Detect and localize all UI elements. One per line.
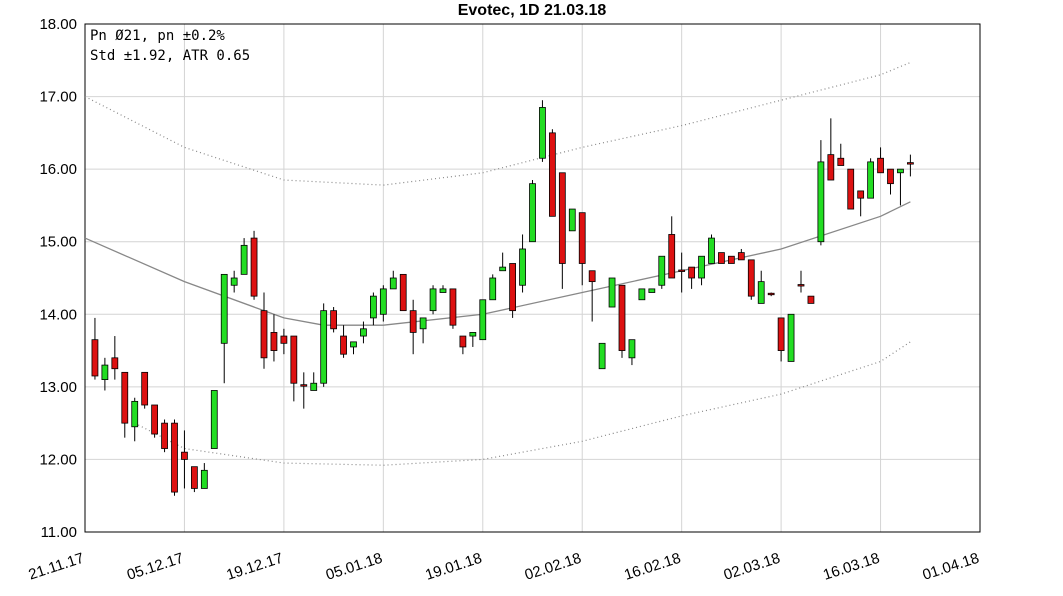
y-tick-label: 17.00: [39, 89, 77, 106]
candle-body: [628, 339, 636, 359]
y-tick-label: 13.00: [39, 379, 77, 396]
candle-body: [419, 317, 427, 330]
candle-body: [350, 341, 357, 348]
candle-body: [847, 168, 855, 210]
candle-body: [230, 277, 238, 286]
y-tick-label: 18.00: [39, 16, 77, 33]
candle-body: [310, 382, 318, 391]
candle-body: [240, 244, 248, 275]
y-tick-label: 16.00: [39, 161, 77, 178]
candle-body: [787, 313, 795, 362]
y-tick-label: 11.00: [41, 524, 77, 541]
y-tick-label: 14.00: [39, 306, 77, 323]
candle-body: [280, 335, 288, 344]
candle-body: [360, 328, 367, 337]
candle-body: [250, 237, 258, 297]
channel-line: [84, 61, 911, 186]
candle-body: [330, 310, 337, 330]
candle-body: [747, 259, 755, 297]
candle-body: [509, 263, 516, 312]
candle-body: [678, 269, 686, 272]
annotation: Pn Ø21, pn ±0.2%: [90, 28, 225, 44]
candle-body: [300, 384, 308, 387]
candle-body: [479, 299, 487, 341]
candle-body: [698, 255, 705, 279]
candle-body: [469, 332, 477, 337]
candle-body: [340, 335, 347, 355]
candle-body: [728, 255, 735, 264]
candle-body: [449, 288, 457, 326]
y-tick-label: 15.00: [39, 234, 77, 251]
candle-body: [568, 208, 576, 232]
candle-body: [648, 288, 656, 293]
candle-body: [499, 266, 507, 272]
candle-body: [777, 317, 785, 351]
candle-body: [857, 190, 865, 199]
candle-body: [827, 154, 835, 181]
candle-body: [379, 288, 387, 315]
candle-body: [161, 422, 168, 449]
candle-body: [797, 284, 805, 287]
candle-body: [290, 335, 298, 384]
candle-body: [111, 357, 119, 370]
candle-body: [877, 157, 884, 174]
candle-body: [737, 252, 745, 261]
candle-body: [489, 277, 497, 301]
candle-body: [529, 183, 536, 243]
candle-body: [638, 288, 646, 301]
candle-body: [757, 281, 765, 304]
candle-body: [658, 255, 666, 286]
candle-body: [519, 248, 526, 286]
candle-body: [718, 252, 725, 264]
candle-body: [897, 168, 904, 174]
candle-body: [817, 161, 825, 243]
candle-body: [907, 162, 914, 165]
candle-body: [370, 295, 377, 319]
candle-body: [708, 237, 715, 264]
candle-body: [181, 451, 188, 460]
candle-body: [131, 400, 139, 428]
candle-body: [220, 273, 228, 344]
candle-body: [459, 335, 467, 348]
candle-body: [171, 422, 178, 493]
candle-body: [101, 364, 109, 381]
candle-body: [608, 277, 616, 308]
candle-body: [320, 310, 328, 384]
candle-body: [837, 157, 845, 166]
y-tick-label: 12.00: [39, 451, 77, 468]
candle-body: [807, 295, 815, 304]
candle-body: [389, 277, 397, 290]
candle-body: [399, 273, 407, 312]
candle-body: [598, 342, 606, 370]
candle-body: [270, 332, 278, 351]
candle-body: [260, 310, 268, 359]
candle-body: [191, 466, 198, 489]
candle-body: [558, 172, 566, 264]
candle-body: [151, 404, 158, 435]
candle-body: [429, 288, 437, 312]
candle-body: [539, 107, 546, 159]
candle-body: [887, 168, 894, 185]
candle-body: [767, 292, 775, 296]
candle-body: [409, 310, 417, 333]
candle-body: [210, 390, 218, 449]
candle-body: [588, 270, 596, 283]
candle-body: [200, 469, 208, 489]
plot-frame: [84, 23, 981, 533]
candle-body: [867, 161, 874, 199]
candle-body: [439, 288, 447, 293]
candle-body: [121, 371, 129, 424]
candle-body: [549, 132, 556, 217]
annotation: Std ±1.92, ATR 0.65: [90, 48, 250, 64]
chart-title: Evotec, 1D 21.03.18: [458, 2, 607, 19]
candle-body: [668, 234, 676, 279]
candle-body: [91, 339, 99, 377]
candle-body: [688, 266, 695, 279]
candle-body: [141, 371, 149, 406]
candle-body: [618, 284, 626, 351]
candle-body: [578, 212, 586, 264]
